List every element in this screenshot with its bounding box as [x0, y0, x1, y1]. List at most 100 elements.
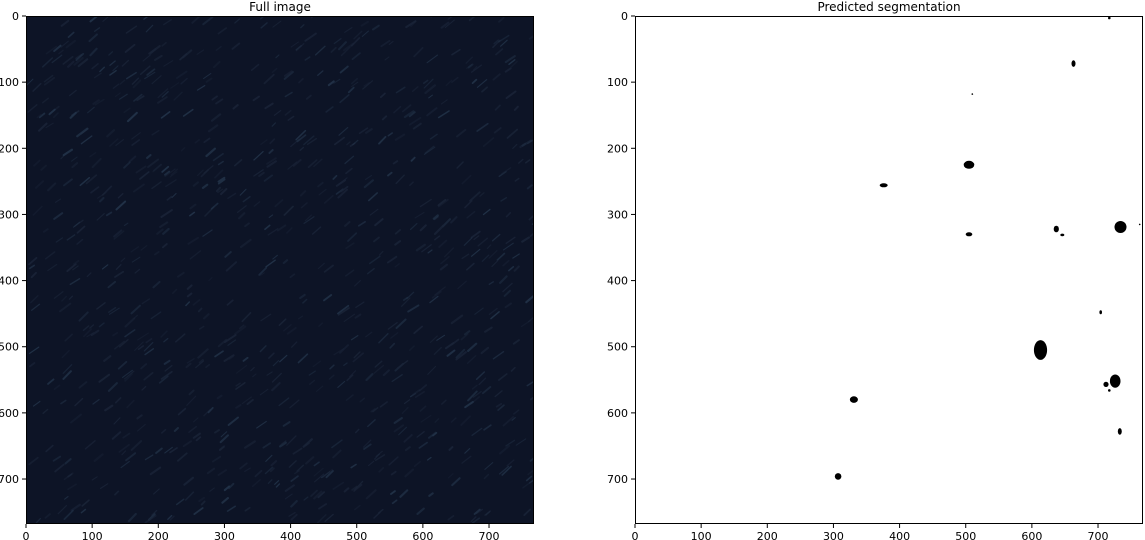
texture-streak [227, 192, 237, 200]
segment-blob [1060, 233, 1065, 237]
texture-streak [486, 244, 492, 250]
texture-streak [472, 390, 482, 398]
texture-streak [192, 432, 201, 439]
chart-title: Full image [249, 0, 311, 14]
texture-streak [426, 54, 439, 64]
texture-streak [386, 255, 398, 264]
texture-streak [369, 208, 379, 216]
texture-streak [508, 266, 515, 272]
texture-streak [61, 349, 70, 359]
texture-streak [271, 372, 282, 383]
texture-streak [296, 134, 307, 143]
texture-streak [276, 224, 287, 232]
texture-streak [193, 507, 204, 515]
texture-streak [477, 237, 489, 247]
texture-streak [221, 497, 229, 504]
texture-streak [484, 326, 493, 333]
panel-segmentation: Predicted segmentation 0 100 200 300 400 500 60… [607, 0, 1143, 540]
texture-streak [241, 311, 252, 323]
texture-streak [205, 147, 216, 158]
texture-streak [117, 360, 128, 370]
texture-streak [375, 450, 383, 457]
texture-streak [118, 338, 129, 348]
texture-streak [89, 152, 97, 158]
texture-streak [66, 263, 77, 273]
texture-streak [303, 496, 309, 501]
texture-streak [455, 351, 467, 361]
texture-streak [108, 306, 117, 313]
texture-streak [333, 136, 345, 146]
texture-streak [227, 416, 239, 426]
texture-streak [284, 91, 293, 98]
texture-streak [101, 185, 113, 196]
texture-streak [373, 453, 380, 460]
texture-streak [338, 41, 347, 51]
x-tick-label: 0 [632, 530, 639, 540]
texture-streak [161, 243, 168, 249]
texture-streak [393, 105, 402, 114]
y-tick-label: 500 [0, 341, 19, 354]
texture-streak [328, 374, 335, 380]
texture-streak [102, 16, 110, 22]
texture-streak [367, 419, 376, 428]
y-tick-label: 700 [0, 473, 19, 486]
texture-streak [210, 113, 222, 122]
texture-streak [409, 181, 414, 187]
texture-streak [118, 93, 128, 100]
texture-streak [196, 49, 205, 55]
texture-streak [373, 511, 381, 519]
texture-streak [455, 348, 466, 359]
texture-streak [411, 86, 419, 92]
texture-streak [242, 195, 251, 203]
texture-streak [250, 366, 255, 372]
texture-streak [465, 56, 473, 64]
y-tick-label: 100 [0, 76, 19, 89]
texture-streak [134, 341, 144, 352]
texture-streak [208, 277, 213, 282]
texture-streak [166, 195, 173, 201]
texture-streak [464, 400, 474, 409]
texture-streak [468, 16, 477, 22]
texture-streak [160, 209, 173, 218]
texture-streak [519, 142, 527, 149]
texture-streak [137, 332, 149, 341]
texture-streak [85, 174, 98, 185]
texture-streak [60, 40, 69, 48]
texture-streak [90, 186, 100, 194]
texture-streak [170, 82, 180, 89]
texture-streak [269, 138, 276, 145]
texture-streak [198, 358, 204, 364]
texture-streak [200, 169, 210, 178]
segment-blob [1117, 428, 1122, 435]
texture-streak [164, 170, 171, 176]
texture-streak [105, 211, 113, 217]
texture-streak [170, 168, 179, 176]
texture-streak [513, 265, 520, 272]
texture-streak [112, 65, 119, 72]
texture-streak [92, 398, 100, 405]
texture-streak [501, 167, 512, 175]
texture-streak [381, 115, 388, 121]
texture-streak [271, 382, 281, 392]
texture-streak [173, 91, 183, 101]
texture-streak [266, 160, 277, 168]
texture-streak [433, 346, 442, 355]
texture-streak [318, 503, 328, 510]
texture-streak [45, 444, 54, 453]
texture-streak [428, 492, 434, 497]
texture-streak [235, 382, 241, 387]
plot-area [635, 16, 1143, 524]
texture-streak [526, 380, 534, 387]
segment-blob [849, 396, 858, 403]
texture-streak [450, 417, 457, 423]
texture-streak [96, 302, 106, 310]
texture-streak [256, 420, 267, 429]
texture-streak [361, 30, 369, 37]
texture-streak [236, 205, 247, 214]
texture-streak [529, 396, 534, 401]
texture-streak [347, 232, 358, 242]
texture-streak [327, 80, 335, 87]
texture-streak [407, 304, 420, 313]
texture-streak [223, 334, 237, 344]
texture-streak [461, 253, 470, 260]
